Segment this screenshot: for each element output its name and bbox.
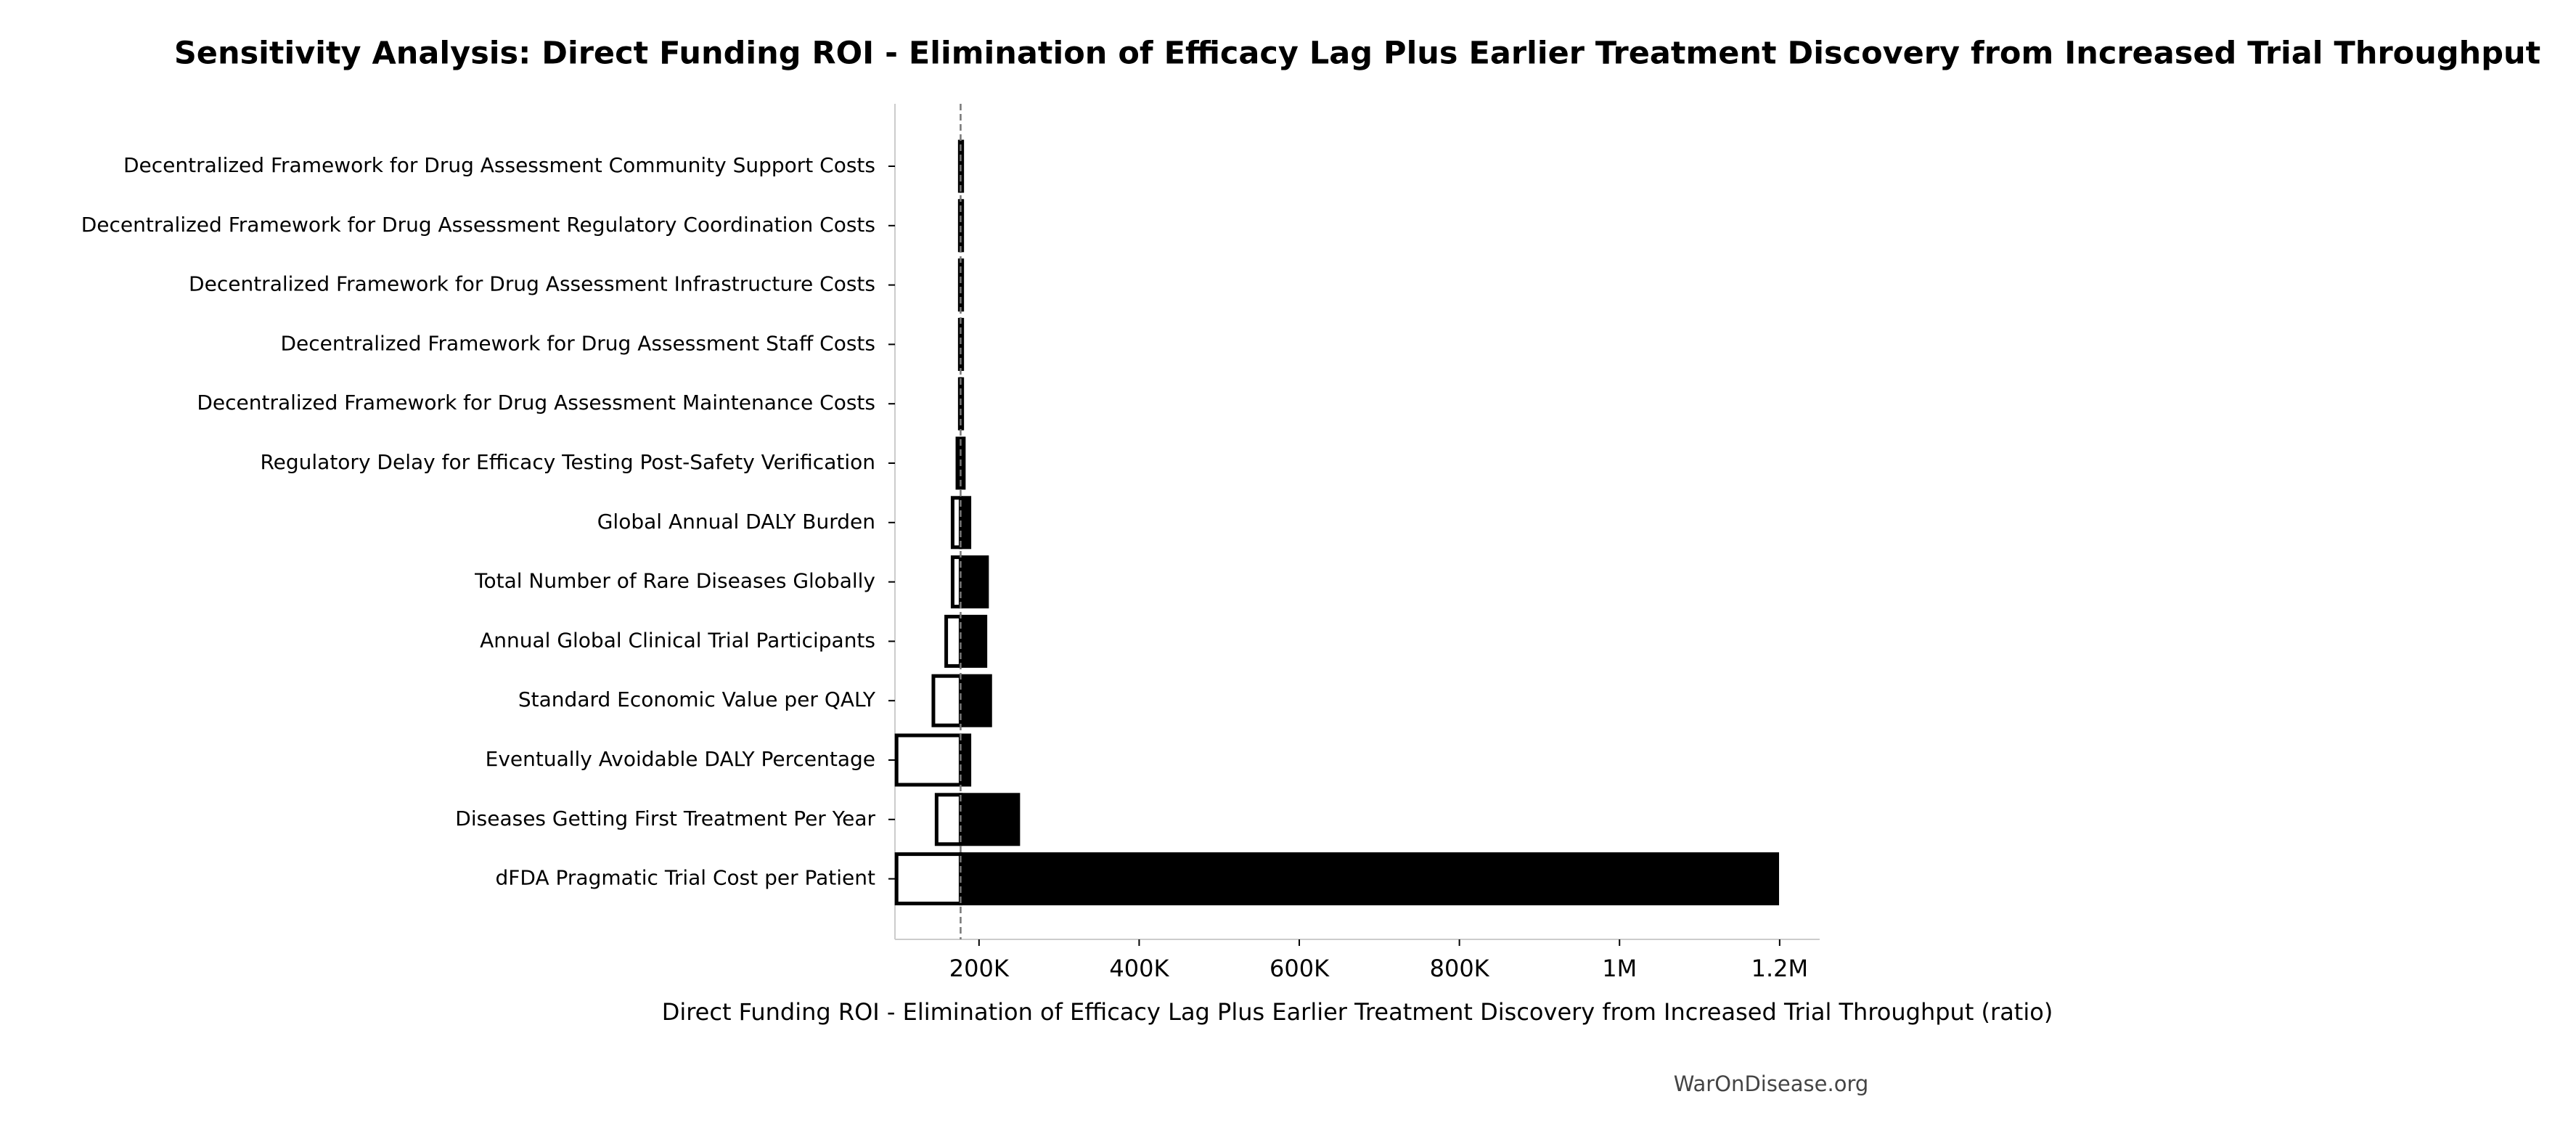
bar [894,733,962,787]
bar [958,614,988,668]
bar [958,555,989,609]
chart-title: Sensitivity Analysis: Direct Funding ROI… [174,36,2540,72]
x-tick-label: 200K [949,955,1010,982]
bar [934,793,962,846]
bar [958,852,1780,906]
bar [958,496,972,550]
bar [958,793,1021,846]
y-tick-label: Decentralized Framework for Drug Assessm… [189,272,875,296]
x-axis-label: Direct Funding ROI - Elimination of Effi… [662,998,2053,1026]
y-tick-label: Annual Global Clinical Trial Participant… [480,628,875,652]
y-tick-label: Decentralized Framework for Drug Assessm… [81,213,875,237]
y-tick-label: Decentralized Framework for Drug Assessm… [280,331,875,355]
x-tick-label: 800K [1430,955,1490,982]
y-tick-label: Total Number of Rare Diseases Globally [474,569,875,593]
bar [958,733,972,787]
y-tick-label: Decentralized Framework for Drug Assessm… [197,391,875,415]
source: WarOnDisease.org [1674,1071,1869,1096]
bar [958,674,992,727]
y-tick-label: dFDA Pragmatic Trial Cost per Patient [496,866,876,890]
x-tick-label: 1.2M [1751,955,1809,982]
y-tick-label: Decentralized Framework for Drug Assessm… [123,153,875,177]
x-tick-label: 1M [1602,955,1637,982]
bar [931,674,962,727]
y-tick-label: Eventually Avoidable DALY Percentage [486,747,875,771]
bar [944,614,962,668]
y-tick-label: Global Annual DALY Burden [597,510,875,534]
y-tick-label: Regulatory Delay for Efficacy Testing Po… [260,450,875,474]
bar [894,852,962,906]
x-tick-label: 600K [1269,955,1330,982]
x-tick-label: 400K [1109,955,1169,982]
y-tick-label: Diseases Getting First Treatment Per Yea… [455,807,875,830]
y-tick-label: Standard Economic Value per QALY [518,687,876,711]
